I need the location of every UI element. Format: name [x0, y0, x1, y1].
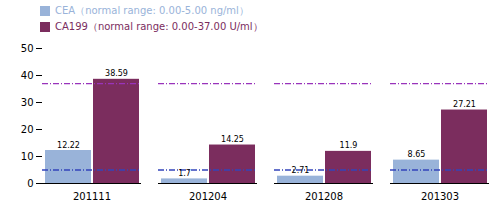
svg-text:11.9: 11.9 [340, 141, 358, 150]
svg-text:20: 20 [21, 124, 34, 135]
svg-text:27.21: 27.21 [453, 100, 476, 109]
svg-text:38.59: 38.59 [105, 69, 128, 78]
svg-text:2.71: 2.71 [292, 166, 310, 175]
svg-text:14.25: 14.25 [221, 135, 244, 144]
svg-text:10: 10 [21, 151, 34, 162]
svg-text:201303: 201303 [421, 191, 459, 202]
svg-text:50: 50 [21, 43, 34, 54]
svg-text:201208: 201208 [305, 191, 343, 202]
html-text:CA199（normal range: 0.00-37.00: CA199（normal range: 0.00-37.00 U/ml） [55, 21, 263, 32]
svg-text:201204: 201204 [189, 191, 227, 202]
svg-text:8.65: 8.65 [408, 150, 426, 159]
svg-text:40: 40 [21, 70, 34, 81]
svg-text:1.7: 1.7 [178, 169, 191, 178]
svg-text:30: 30 [21, 97, 34, 108]
svg-text:12.22: 12.22 [57, 141, 80, 150]
svg-text:0: 0 [27, 178, 33, 189]
html-text:CEA（normal range: 0.00-5.00 ng: CEA（normal range: 0.00-5.00 ng/ml） [55, 5, 249, 16]
svg-text:201111: 201111 [73, 191, 111, 202]
